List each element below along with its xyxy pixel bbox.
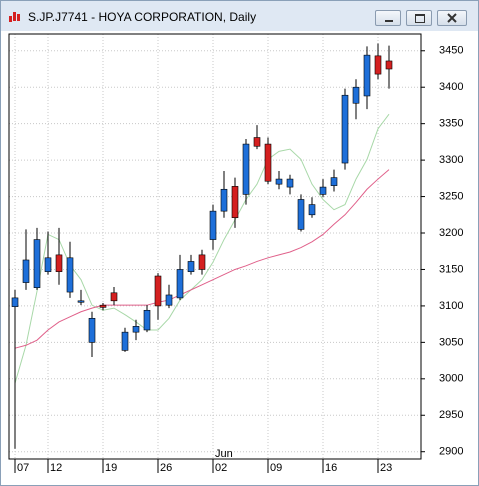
window-title: S.JP.J7741 - HOYA CORPORATION, Daily [28, 10, 257, 24]
y-tick-label: 3200 [439, 227, 463, 239]
y-tick-label: 3100 [439, 300, 463, 312]
minimize-button[interactable] [375, 10, 401, 26]
y-tick-label: 3400 [439, 81, 463, 93]
y-tick-label: 3450 [439, 45, 463, 57]
candle-body [33, 239, 41, 288]
x-tick-label: 07 [17, 462, 29, 474]
candle-body [165, 294, 173, 306]
month-label: Jun [215, 448, 233, 460]
x-tick-label: 23 [380, 462, 392, 474]
candle-body [253, 137, 261, 147]
candle-body [242, 143, 250, 195]
x-tick-label: 09 [270, 462, 282, 474]
candle-body [220, 188, 228, 212]
y-tick-label: 3000 [439, 373, 463, 385]
candle-body [22, 259, 30, 283]
y-tick-label: 3300 [439, 154, 463, 166]
x-tick-label: 12 [50, 462, 62, 474]
candle-body [154, 275, 162, 307]
candle-body [330, 177, 338, 186]
candle-body [132, 326, 140, 333]
x-tick-label: 26 [160, 462, 172, 474]
candle-body [352, 86, 360, 104]
candle-body [264, 143, 272, 182]
candle-body [297, 199, 305, 230]
candle-body [209, 210, 217, 240]
y-tick-label: 2900 [439, 446, 463, 458]
candle-body [110, 292, 118, 302]
candle-body [374, 55, 382, 75]
close-button[interactable] [437, 10, 467, 26]
candle-body [341, 94, 349, 164]
candle-body [88, 318, 96, 343]
y-tick-label: 3350 [439, 118, 463, 130]
restore-button[interactable] [406, 10, 432, 26]
candle-body [385, 60, 393, 70]
y-tick-label: 3250 [439, 190, 463, 202]
candle-body [231, 186, 239, 219]
x-tick-label: 16 [325, 462, 337, 474]
candle-body [275, 178, 283, 185]
y-tick-label: 3050 [439, 336, 463, 348]
x-tick-label: 02 [215, 462, 227, 474]
candle-body [99, 304, 107, 308]
x-tick-label: 19 [105, 462, 117, 474]
moving-average-line [14, 113, 390, 384]
candle-body [308, 204, 316, 216]
candle-body [176, 269, 184, 299]
candle-body [319, 186, 327, 195]
title-bar: S.JP.J7741 - HOYA CORPORATION, Daily [1, 1, 478, 31]
y-tick-label: 3150 [439, 263, 463, 275]
candle-body [66, 257, 74, 293]
candle-body [44, 257, 52, 272]
plot-frame [8, 33, 422, 460]
candle-body [11, 297, 19, 307]
candle-body [187, 261, 195, 272]
candle-body [286, 178, 294, 188]
app-icon [9, 12, 20, 22]
candle-body [363, 54, 371, 97]
candle-body [55, 254, 63, 272]
moving-average-line [14, 169, 390, 349]
candle-body [198, 254, 206, 270]
y-tick-label: 2950 [439, 409, 463, 421]
candle-body [143, 309, 151, 331]
candle-body [77, 300, 85, 303]
chart: 2900 2950 3000 3050 3100 3150 3200 3250 3300 3350… [1, 31, 478, 485]
candle-body [121, 331, 129, 351]
